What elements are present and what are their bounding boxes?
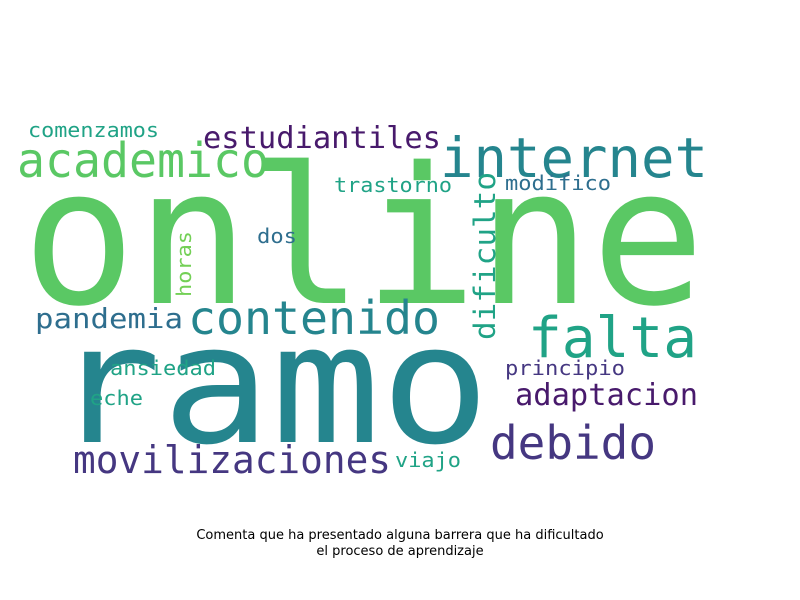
word-debido: debido bbox=[490, 416, 656, 470]
word-trastorno: trastorno bbox=[334, 173, 452, 197]
word-adaptacion: adaptacion bbox=[515, 378, 698, 413]
word-dificulto: dificulto bbox=[468, 172, 502, 340]
word-ramo: ramo bbox=[52, 289, 490, 481]
word-online: online bbox=[22, 127, 705, 348]
word-horas: horas bbox=[172, 231, 196, 297]
chart-caption: Comenta que ha presentado alguna barrera… bbox=[0, 528, 800, 560]
word-eche: eche bbox=[90, 386, 143, 410]
word-falta: falta bbox=[528, 306, 697, 371]
word-modifico: modifico bbox=[505, 171, 611, 195]
word-academico: academico bbox=[17, 133, 269, 189]
word-contenido: contenido bbox=[188, 291, 440, 345]
word-estudiantiles: estudiantiles bbox=[203, 121, 441, 156]
word-comenzamos: comenzamos bbox=[28, 118, 159, 142]
word-ansiedad: ansiedad bbox=[110, 356, 216, 380]
word-internet: internet bbox=[440, 126, 708, 190]
caption-line-2: el proceso de aprendizaje bbox=[316, 544, 484, 559]
word-principio: principio bbox=[505, 356, 625, 380]
word-pandemia: pandemia bbox=[35, 302, 183, 335]
caption-line-1: Comenta que ha presentado alguna barrera… bbox=[196, 528, 604, 543]
word-movilizaciones: movilizaciones bbox=[73, 438, 391, 482]
word-dos: dos bbox=[257, 224, 297, 248]
word-viajo: viajo bbox=[395, 448, 461, 472]
